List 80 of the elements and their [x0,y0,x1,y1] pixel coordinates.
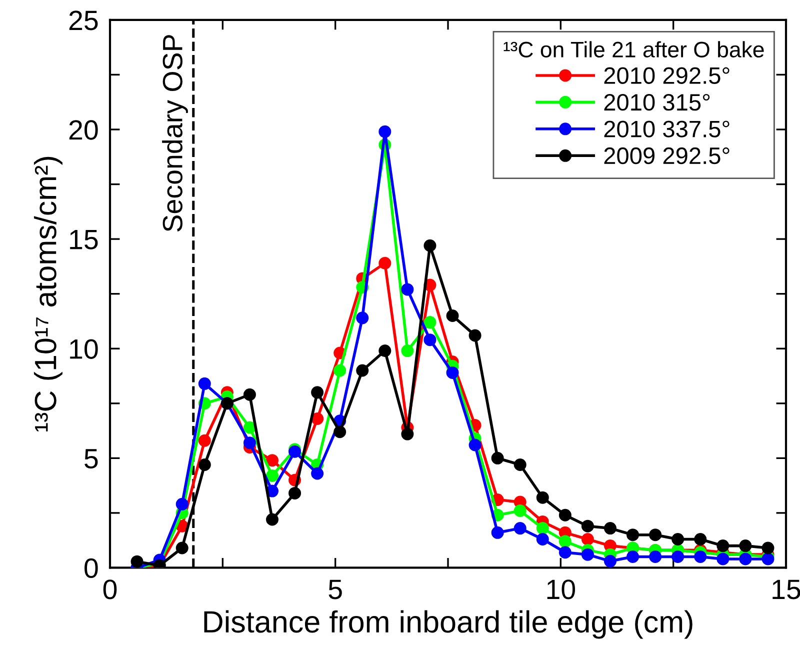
point [378,125,392,138]
legend-label: 2010 315° [604,94,710,111]
point [401,344,414,358]
point [311,386,324,399]
point [468,438,482,452]
point [604,554,616,568]
point [334,426,346,438]
y-tick-label: 20 [69,120,98,140]
point [378,256,392,270]
legend-label: 2010 337.5° [604,120,730,138]
point [536,522,549,535]
point [491,526,504,539]
point [378,344,392,358]
point [401,428,414,440]
y-tick-label: 0 [84,558,98,578]
ref-line-label: Secondary OSP [162,35,188,232]
point [716,552,730,566]
x-tick-label: 0 [103,580,117,600]
x-tick-label: 15 [772,580,800,600]
point [514,522,526,535]
point [672,532,684,546]
y-axis-title: ¹³C (10¹⁷ atoms/cm²) [34,156,62,432]
point [266,454,278,467]
point [491,452,504,464]
point [514,504,526,517]
point [424,239,436,252]
point [424,334,436,346]
point [130,555,144,568]
x-tick-label: 10 [547,580,576,600]
point [334,364,346,377]
x-tick-label: 5 [328,580,342,600]
point [176,542,188,554]
point [243,421,256,434]
point [266,469,278,482]
point [243,436,256,450]
point [558,546,572,559]
point [581,532,594,546]
point [694,550,707,564]
point [536,491,549,504]
legend-label: 2009 292.5° [604,147,730,164]
y-tick-label: 5 [84,449,98,468]
point [311,412,324,425]
point [356,364,369,377]
point [514,458,526,471]
point [266,513,278,526]
point [581,520,594,532]
point [626,550,640,564]
point [716,540,730,552]
y-tick-label: 15 [70,230,98,250]
x-axis-title: Distance from inboard tile edge (cm) [204,610,692,639]
legend-label: 2010 292.5° [604,67,730,84]
point [243,388,256,401]
y-tick-label: 25 [69,10,98,30]
point [626,528,640,542]
point [649,550,662,564]
point [424,316,436,329]
legend-title: ¹³C on Tile 21 after O bake [504,41,764,58]
point [401,283,414,296]
point [356,312,369,324]
y-tick-label: 10 [70,339,98,359]
point [558,535,572,548]
point [694,532,707,546]
point [739,552,752,566]
point [739,540,752,552]
point [288,486,302,500]
point [536,532,549,546]
point [649,528,662,542]
point [198,434,211,447]
point [558,508,572,522]
point [581,548,594,561]
point [198,458,211,471]
point [468,329,482,342]
point [446,366,459,379]
point [762,542,774,554]
point [176,498,188,510]
point [604,522,616,535]
point [672,550,684,564]
point [311,467,324,480]
point [198,377,211,390]
point [446,309,459,322]
